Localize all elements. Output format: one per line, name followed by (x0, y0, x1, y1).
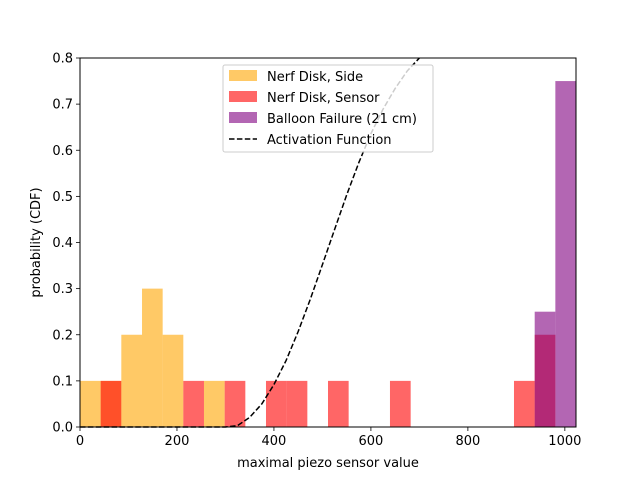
bar-nerf-disk-sensor-7 (513, 380, 535, 427)
bar-nerf-disk-sensor-1 (183, 380, 204, 427)
bar-nerf-disk-side-2 (121, 334, 143, 427)
legend-frame (222, 64, 434, 153)
bar-balloon-failure-21-cm-1 (555, 81, 576, 427)
legend-label-nerf-disk-sensor: Nerf Disk, Sensor (267, 91, 380, 106)
y-tick-label: 0.1 (52, 374, 73, 389)
bar-nerf-disk-side-0 (80, 380, 101, 427)
legend-label-balloon-failure: Balloon Failure (21 cm) (267, 112, 417, 127)
x-tick-label: 0 (76, 434, 84, 449)
bar-nerf-disk-sensor-4 (286, 380, 308, 427)
legend-label-activation-function: Activation Function (267, 133, 392, 148)
y-tick-label: 0.0 (52, 421, 73, 436)
histogram-bars (80, 81, 576, 427)
x-tick-label: 800 (455, 434, 480, 449)
bar-nerf-disk-sensor-0 (100, 380, 122, 427)
x-tick-label: 600 (358, 434, 383, 449)
bar-nerf-disk-sensor-3 (265, 380, 287, 427)
y-tick-label: 0.2 (52, 328, 73, 343)
bar-nerf-disk-side-4 (162, 334, 184, 427)
legend-swatch-balloon-failure (229, 112, 257, 123)
x-tick-label: 400 (262, 434, 287, 449)
y-axis-ticks: 0.0 0.1 0.2 0.3 0.4 0.5 0.6 0.7 0.8 (52, 52, 80, 436)
bar-nerf-disk-sensor-2 (224, 380, 246, 427)
y-tick-label: 0.3 (52, 282, 73, 297)
y-axis-label: probability (CDF) (29, 187, 44, 297)
y-tick-label: 0.8 (52, 52, 73, 67)
legend-label-nerf-disk-side: Nerf Disk, Side (267, 70, 363, 85)
legend-swatch-nerf-disk-sensor (229, 91, 257, 102)
legend: Nerf Disk, Side Nerf Disk, Sensor Balloo… (222, 64, 434, 153)
y-tick-label: 0.6 (52, 144, 73, 159)
y-tick-label: 0.4 (52, 236, 73, 251)
bar-nerf-disk-side-5 (203, 380, 225, 427)
x-tick-label: 200 (165, 434, 190, 449)
y-tick-label: 0.7 (52, 98, 73, 113)
y-tick-label: 0.5 (52, 190, 73, 205)
bar-nerf-disk-side-3 (142, 288, 163, 427)
bar-nerf-disk-sensor-5 (328, 380, 349, 427)
legend-swatch-nerf-disk-side (229, 70, 257, 81)
x-axis-ticks: 0 200 400 600 800 1000 (76, 427, 581, 449)
bar-nerf-disk-sensor-6 (389, 380, 411, 427)
x-tick-label: 1000 (548, 434, 581, 449)
bar-balloon-failure-21-cm-0 (534, 311, 556, 427)
x-axis-label: maximal piezo sensor value (237, 456, 419, 471)
